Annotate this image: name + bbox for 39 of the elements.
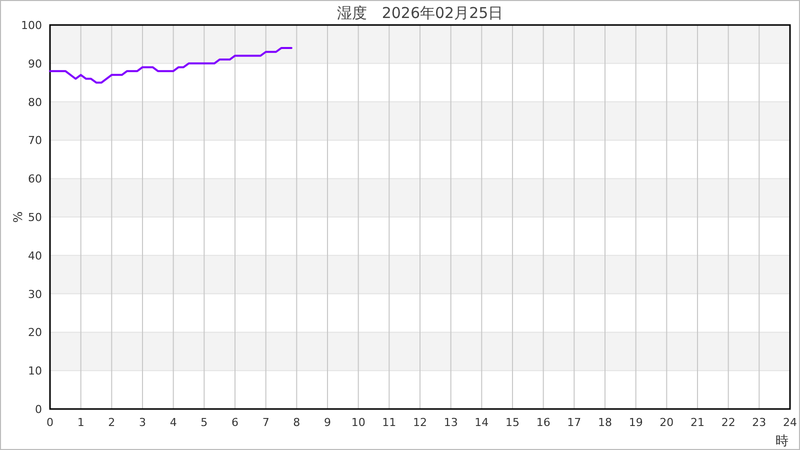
y-tick-label: 60 [28,172,42,186]
x-tick-label: 23 [752,416,766,429]
y-axis-title: % [11,211,25,223]
x-tick-label: 9 [324,416,331,429]
x-tick-label: 22 [721,416,736,429]
x-tick-label: 6 [232,416,238,429]
x-tick-label: 18 [598,416,612,429]
x-tick-label: 16 [536,416,550,429]
x-tick-label: 20 [660,416,674,429]
x-tick-label: 21 [690,416,704,429]
y-tick-label: 40 [28,249,42,262]
y-tick-label: 10 [28,364,42,378]
y-tick-label: 0 [35,403,42,416]
x-tick-label: 11 [382,416,396,429]
x-tick-label: 15 [506,416,520,429]
y-tick-label: 30 [28,288,42,301]
x-tick-label: 17 [567,416,582,429]
x-tick-label: 1 [77,416,84,429]
x-tick-label: 4 [170,416,177,429]
x-tick-label: 7 [262,416,270,429]
y-tick-label: 100 [21,19,42,32]
x-tick-label: 19 [628,416,643,429]
x-tick-label: 5 [200,416,208,429]
x-tick-label: 3 [139,416,146,429]
x-tick-label: 0 [46,416,54,429]
x-tick-label: 10 [351,416,366,429]
x-tick-label: 24 [783,416,797,429]
chart-title: 湿度 2026年02月25日 [336,4,504,22]
x-tick-label: 12 [413,416,427,429]
x-tick-label: 13 [444,416,458,429]
y-tick-label: 90 [28,57,42,70]
x-tick-label: 14 [474,416,489,429]
x-tick-label: 2 [108,416,116,429]
y-tick-label: 20 [28,326,42,340]
y-tick-label: 70 [28,134,42,148]
y-tick-label: 50 [28,211,42,224]
y-tick-label: 80 [28,96,42,109]
x-axis-title: 時 [776,434,788,449]
x-tick-label: 8 [293,416,300,429]
